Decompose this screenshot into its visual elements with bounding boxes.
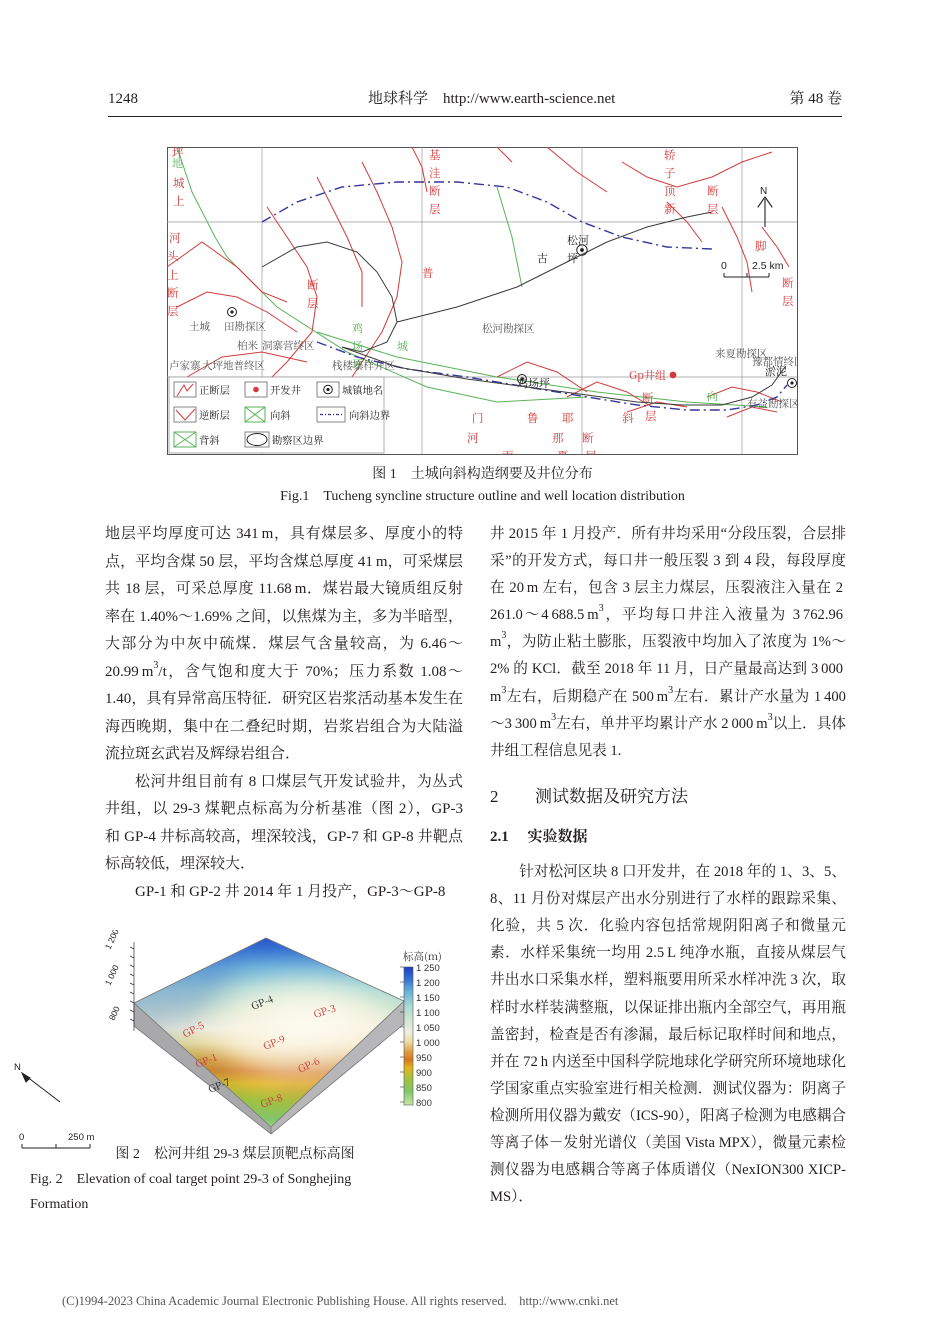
svg-text:耶: 耶	[562, 410, 574, 426]
svg-text:断: 断	[429, 183, 441, 199]
svg-text:田勘探区: 田勘探区	[224, 319, 266, 334]
svg-text:城: 城	[173, 175, 185, 191]
svg-text:向: 向	[707, 388, 718, 404]
svg-text:层: 层	[585, 448, 597, 455]
svg-text:夏: 夏	[557, 448, 569, 455]
svg-text:城: 城	[397, 338, 408, 354]
svg-text:门: 门	[472, 410, 484, 426]
svg-text:那: 那	[552, 430, 564, 446]
svg-text:层: 层	[307, 295, 319, 311]
svg-text:鸡场坪: 鸡场坪	[517, 375, 550, 391]
svg-text:松河勘探区: 松河勘探区	[482, 321, 535, 336]
svg-text:逆断层: 逆断层	[199, 407, 231, 422]
svg-text:普: 普	[422, 265, 434, 281]
svg-text:950: 950	[416, 1053, 432, 1064]
svg-text:2.5 km: 2.5 km	[752, 260, 784, 272]
svg-text:Gp井组: Gp井组	[629, 367, 666, 383]
svg-text:松河: 松河	[567, 232, 589, 248]
svg-text:层: 层	[707, 201, 719, 217]
svg-text:向斜边界: 向斜边界	[349, 407, 390, 422]
svg-text:900: 900	[416, 1068, 432, 1079]
svg-text:淤泥: 淤泥	[765, 363, 787, 379]
svg-text:层: 层	[782, 293, 794, 309]
svg-text:0: 0	[721, 260, 727, 272]
svg-text:柏米: 柏米	[237, 338, 258, 353]
svg-text:1 250: 1 250	[416, 963, 440, 974]
svg-text:断: 断	[582, 430, 594, 446]
svg-text:子: 子	[664, 165, 676, 181]
svg-text:1 200: 1 200	[416, 978, 440, 989]
svg-text:850: 850	[416, 1083, 432, 1094]
svg-text:800: 800	[107, 1005, 122, 1022]
svg-text:脚: 脚	[755, 238, 767, 254]
svg-text:有益勘探区: 有益勘探区	[747, 396, 798, 411]
svg-text:800: 800	[416, 1098, 432, 1109]
svg-text:上: 上	[167, 267, 179, 283]
svg-text:开发井: 开发井	[270, 382, 301, 397]
svg-text:新: 新	[664, 201, 676, 217]
svg-text:N: N	[760, 186, 767, 197]
svg-text:勘察区边界: 勘察区边界	[272, 432, 323, 447]
svg-text:头: 头	[167, 248, 179, 264]
svg-text:1 100: 1 100	[416, 1008, 440, 1019]
svg-text:断: 断	[642, 390, 654, 406]
svg-text:轿: 轿	[664, 147, 676, 163]
svg-text:断: 断	[307, 277, 319, 293]
svg-text:大坪地普终区: 大坪地普终区	[202, 358, 265, 373]
svg-text:古: 古	[537, 250, 548, 266]
svg-text:1 150: 1 150	[416, 993, 440, 1004]
svg-text:1 200: 1 200	[103, 930, 121, 951]
svg-text:场: 场	[352, 338, 363, 354]
svg-text:1 050: 1 050	[416, 1023, 440, 1034]
svg-text:上: 上	[173, 193, 185, 209]
svg-text:顶: 顶	[664, 183, 676, 199]
svg-text:1 000: 1 000	[416, 1038, 440, 1049]
svg-text:背斜: 背斜	[199, 432, 220, 447]
svg-text:断: 断	[707, 183, 719, 199]
svg-text:N: N	[14, 1062, 21, 1073]
svg-text:向斜: 向斜	[270, 407, 291, 422]
svg-text:河: 河	[169, 230, 181, 246]
svg-text:层: 层	[167, 303, 179, 319]
svg-text:断: 断	[167, 285, 179, 301]
svg-text:层: 层	[645, 408, 657, 424]
svg-text:正断层: 正断层	[199, 382, 231, 397]
svg-text:栈楼寨样开区: 栈楼寨样开区	[332, 358, 395, 373]
svg-text:卢家寨: 卢家寨	[169, 358, 201, 373]
svg-text:基: 基	[429, 147, 441, 163]
svg-text:断: 断	[782, 275, 794, 291]
svg-text:土城: 土城	[189, 319, 210, 334]
svg-text:层: 层	[429, 201, 441, 217]
svg-text:洼: 洼	[429, 165, 441, 181]
svg-text:鸡: 鸡	[352, 320, 363, 336]
svg-text:坪: 坪	[567, 250, 578, 266]
svg-text:鲁: 鲁	[527, 410, 539, 426]
svg-text:雨: 雨	[502, 448, 514, 455]
svg-text:标高(m): 标高(m)	[403, 949, 442, 964]
svg-text:城镇地名: 城镇地名	[342, 382, 383, 397]
svg-text:地: 地	[172, 155, 183, 171]
svg-text:河: 河	[467, 430, 479, 446]
svg-text:斜: 斜	[622, 410, 634, 426]
svg-text:1 000: 1 000	[103, 963, 121, 987]
svg-text:洞寨营终区: 洞寨营终区	[262, 338, 315, 353]
